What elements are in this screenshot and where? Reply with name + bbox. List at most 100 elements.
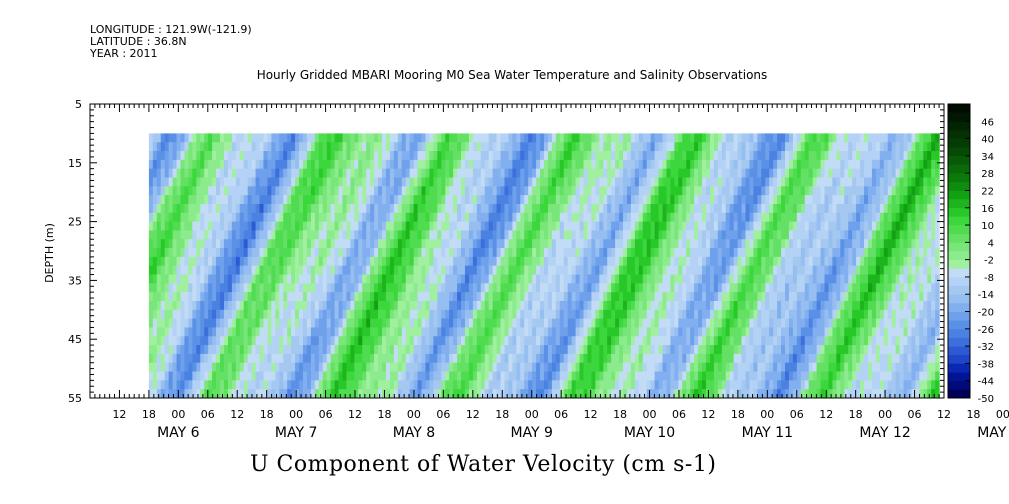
heatmap-cell [330, 336, 336, 346]
heatmap-cell [709, 292, 715, 302]
heatmap-cell [200, 292, 205, 302]
heatmap-cell [674, 283, 679, 293]
heatmap-cell [263, 177, 269, 187]
heatmap-cell [579, 309, 585, 320]
heatmap-cell [239, 230, 245, 240]
heatmap-cell [508, 151, 513, 161]
heatmap-cell [630, 309, 636, 320]
heatmap-cell [468, 353, 474, 364]
heatmap-cell [457, 230, 462, 240]
heatmap-cell [611, 203, 616, 214]
heatmap-cell [160, 230, 166, 240]
heatmap-cell [484, 265, 490, 276]
heatmap-cell [737, 151, 743, 161]
heatmap-cell [638, 248, 644, 258]
heatmap-cell [555, 221, 561, 232]
heatmap-cell [516, 151, 521, 161]
heatmap-cell [196, 177, 201, 187]
heatmap-cell [449, 283, 454, 293]
heatmap-cell [322, 203, 328, 214]
heatmap-cell [148, 327, 154, 337]
heatmap-cell [705, 309, 711, 320]
heatmap-cell [603, 292, 608, 302]
heatmap-cell [543, 380, 549, 390]
heatmap-cell [737, 336, 743, 346]
heatmap-cell [160, 327, 166, 337]
heatmap-cell [504, 389, 510, 398]
heatmap-cell [480, 336, 486, 346]
heatmap-cell [223, 318, 229, 329]
heatmap-cell [338, 380, 344, 390]
heatmap-cell [160, 212, 166, 223]
heatmap-cell [725, 371, 731, 381]
heatmap-cell [176, 230, 182, 240]
heatmap-cell [413, 212, 419, 223]
heatmap-cell [555, 151, 561, 161]
heatmap-cell [437, 265, 442, 276]
heatmap-cell [634, 203, 640, 214]
heatmap-cell [788, 318, 794, 329]
heatmap-cell [500, 274, 506, 284]
heatmap-cell [247, 239, 253, 249]
heatmap-cell [366, 168, 371, 179]
heatmap-cell [342, 362, 348, 373]
heatmap-cell [267, 248, 272, 258]
heatmap-cell [634, 283, 640, 293]
heatmap-cell [603, 168, 608, 179]
heatmap-cell [512, 239, 517, 249]
heatmap-cell [619, 345, 624, 355]
heatmap-cell [702, 371, 707, 381]
heatmap-cell [745, 159, 751, 170]
heatmap-cell [757, 336, 762, 346]
heatmap-cell [342, 239, 348, 249]
heatmap-cell [457, 186, 462, 196]
heatmap-cell [488, 168, 494, 179]
heatmap-cell [563, 292, 569, 302]
heatmap-cell [227, 309, 233, 320]
heatmap-cell [579, 203, 585, 214]
heatmap-cell [164, 177, 170, 187]
heatmap-cell [358, 212, 363, 223]
heatmap-cell [765, 230, 770, 240]
heatmap-cell [702, 133, 707, 143]
heatmap-cell [275, 327, 280, 337]
heatmap-cell [437, 345, 442, 355]
heatmap-cell [417, 345, 423, 355]
heatmap-cell [765, 265, 770, 276]
heatmap-cell [682, 353, 687, 364]
heatmap-cell [437, 292, 442, 302]
heatmap-cell [263, 256, 269, 267]
heatmap-cell [512, 345, 517, 355]
heatmap-cell [350, 362, 355, 373]
heatmap-cell [409, 389, 415, 398]
heatmap-cell [453, 292, 458, 302]
heatmap-cell [156, 371, 162, 381]
heatmap-cell [575, 151, 581, 161]
heatmap-cell [670, 159, 675, 170]
heatmap-cell [235, 133, 241, 143]
heatmap-cell [528, 362, 533, 373]
heatmap-cell [330, 248, 336, 258]
heatmap-cell [370, 362, 375, 373]
heatmap-cell [626, 142, 632, 152]
heatmap-cell [338, 353, 344, 364]
heatmap-cell [729, 203, 735, 214]
heatmap-cell [567, 353, 573, 364]
heatmap-cell [694, 283, 699, 293]
heatmap-cell [630, 221, 636, 232]
heatmap-cell [528, 168, 533, 179]
heatmap-cell [445, 292, 450, 302]
heatmap-cell [575, 212, 581, 223]
heatmap-cell [441, 195, 446, 205]
heatmap-cell [753, 168, 758, 179]
heatmap-cell [306, 151, 312, 161]
heatmap-cell [385, 336, 391, 346]
heatmap-cell [334, 283, 340, 293]
heatmap-cell [299, 186, 304, 196]
heatmap-cell [777, 239, 782, 249]
heatmap-cell [184, 327, 190, 337]
heatmap-cell [611, 265, 616, 276]
heatmap-cell [737, 186, 743, 196]
heatmap-cell [611, 212, 616, 223]
heatmap-cell [650, 177, 656, 187]
